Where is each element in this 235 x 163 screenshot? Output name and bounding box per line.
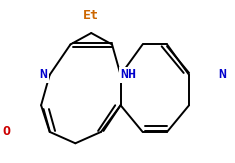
Text: NH: NH [121,68,137,81]
Text: Et: Et [83,9,99,22]
Text: N: N [218,68,226,81]
Text: N: N [39,68,47,81]
Text: O: O [3,125,11,138]
